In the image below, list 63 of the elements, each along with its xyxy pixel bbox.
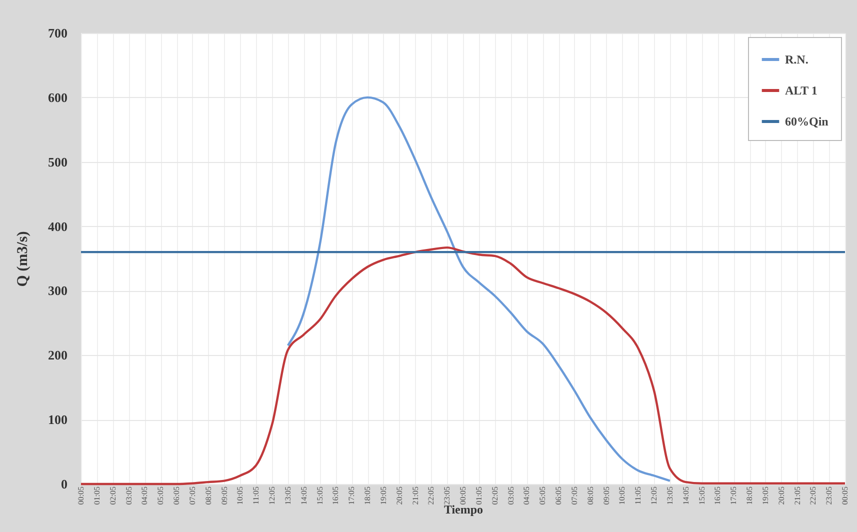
y-tick-label: 500 bbox=[48, 154, 68, 170]
x-tick-label: 06:05 bbox=[172, 486, 181, 505]
y-tick-label: 700 bbox=[48, 26, 68, 40]
line-series bbox=[286, 96, 672, 482]
x-tick-label: 00:05 bbox=[458, 486, 468, 505]
x-tick-label: 01:05 bbox=[92, 486, 102, 505]
x-tick-label: 00:05 bbox=[76, 486, 86, 505]
x-tick-label: 21:05 bbox=[792, 486, 802, 505]
x-tick-label: 10:05 bbox=[618, 486, 627, 505]
x-tick-label: 00:05 bbox=[840, 486, 850, 505]
x-tick-label: 02:05 bbox=[490, 486, 500, 505]
x-tick-label: 23:05 bbox=[824, 486, 834, 505]
x-tick-label: 07:05 bbox=[570, 486, 579, 505]
x-tick-label: 12:05 bbox=[268, 486, 276, 505]
legend-label: R.N. bbox=[785, 52, 808, 66]
y-axis-title: Q (m3/s) bbox=[15, 231, 31, 287]
x-tick-label: 15:05 bbox=[315, 486, 324, 505]
x-tick-label: 05:05 bbox=[156, 486, 166, 505]
x-tick-label: 03:05 bbox=[506, 486, 516, 505]
x-tick-label: 05:05 bbox=[538, 486, 548, 505]
x-tick-label: 06:05 bbox=[554, 486, 563, 505]
y-tick-label: 100 bbox=[48, 412, 68, 428]
y-tick-label: 0 bbox=[61, 476, 68, 492]
x-tick-label: 17:05 bbox=[347, 486, 356, 505]
x-tick-label: 21:05 bbox=[410, 486, 420, 505]
legend-label: 60%Qin bbox=[785, 114, 829, 128]
x-tick-label: 13:05 bbox=[283, 486, 292, 505]
y-tick-label: 200 bbox=[48, 348, 68, 363]
line-series bbox=[80, 246, 846, 486]
x-tick-label: 11:05 bbox=[252, 486, 261, 504]
x-tick-label: 18:05 bbox=[363, 486, 372, 505]
x-tick-label: 22:05 bbox=[426, 486, 436, 505]
x-tick-label: 14:05 bbox=[681, 486, 690, 505]
x-tick-label: 04:05 bbox=[522, 486, 532, 505]
x-tick-label: 19:05 bbox=[378, 486, 388, 505]
x-tick-label: 11:05 bbox=[634, 486, 643, 504]
x-tick-label: 15:05 bbox=[697, 486, 706, 505]
x-tick-label: 14:05 bbox=[299, 486, 308, 505]
x-tick-label: 16:05 bbox=[331, 486, 340, 505]
x-tick-label: 23:05 bbox=[442, 486, 452, 505]
x-tick-label: 22:05 bbox=[808, 486, 818, 505]
x-tick-label: 02:05 bbox=[108, 486, 118, 505]
x-tick-label: 09:05 bbox=[602, 486, 611, 505]
x-tick-label: 08:05 bbox=[204, 486, 213, 505]
x-tick-label: 03:05 bbox=[124, 486, 134, 505]
y-tick-label: 600 bbox=[48, 90, 68, 105]
x-tick-label: 04:05 bbox=[140, 486, 150, 505]
x-tick-label: 08:05 bbox=[586, 486, 595, 505]
y-tick-label: 300 bbox=[48, 283, 68, 298]
legend-label: ALT 1 bbox=[785, 84, 818, 98]
x-tick-label: 20:05 bbox=[394, 486, 404, 505]
x-tick-label: 19:05 bbox=[760, 486, 770, 505]
x-tick-label: 12:05 bbox=[650, 486, 658, 505]
y-tick-label: 400 bbox=[48, 218, 68, 234]
x-tick-label: 07:05 bbox=[188, 486, 197, 505]
x-tick-label: 01:05 bbox=[474, 486, 484, 505]
x-tick-label: 09:05 bbox=[220, 486, 229, 505]
x-tick-label: 13:05 bbox=[665, 486, 674, 505]
x-tick-label: 10:05 bbox=[236, 486, 245, 505]
x-tick-label: 18:05 bbox=[745, 486, 754, 505]
x-tick-label: 20:05 bbox=[776, 486, 786, 505]
x-tick-label: 17:05 bbox=[729, 486, 738, 505]
x-tick-label: 16:05 bbox=[713, 486, 722, 505]
